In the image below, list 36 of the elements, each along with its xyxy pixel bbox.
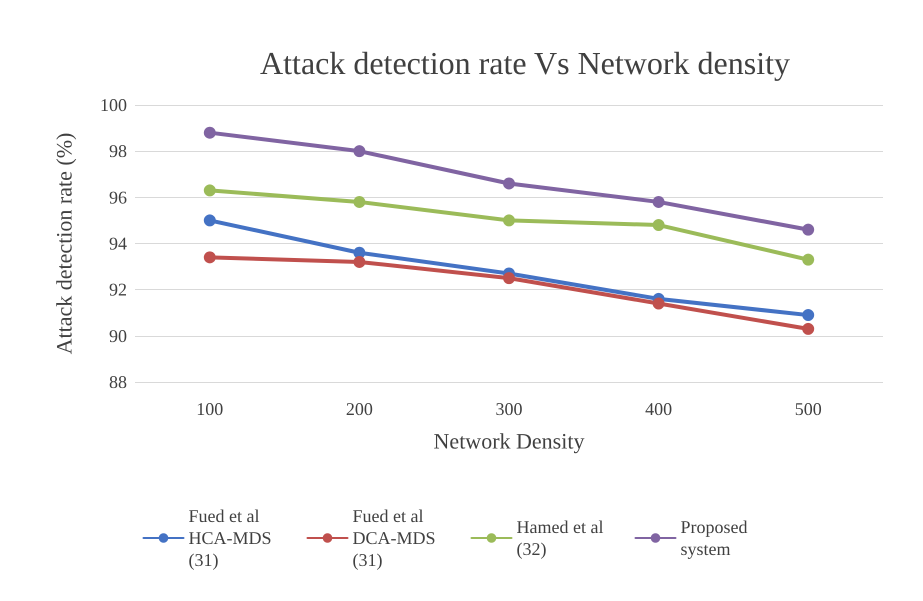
point [802,309,814,322]
y-tick-label: 100 [100,95,127,115]
point [652,219,665,232]
point [802,224,814,236]
point [503,214,515,226]
y-tick-label: 98 [109,141,127,162]
point [204,214,216,226]
legend-label: Proposed system [680,517,752,559]
point [204,251,216,264]
x-tick-label: 500 [794,399,822,419]
y-tick-label: 94 [109,234,127,254]
point [503,177,515,190]
point [652,196,665,208]
x-tick-label: 200 [346,399,373,419]
y-tick-label: 92 [109,280,127,300]
x-axis-title: Network Density [434,428,584,454]
point [652,298,665,310]
x-tick-label: 400 [645,399,672,419]
legend-label: Fued et al DCA-MDS (31) [352,506,440,570]
point [802,254,814,266]
y-axis-title: Attack detection rate (%) [52,132,76,354]
y-tick-label: 90 [109,326,127,346]
y-tick-label: 96 [109,187,127,208]
point [204,126,216,139]
x-tick-label: 100 [196,399,224,419]
x-tick-label: 300 [496,399,522,419]
chart-title: Attack detection rate Vs Network density [260,45,790,81]
point [353,145,366,158]
legend-label: Fued et al HCA-MDS (31) [188,506,276,570]
y-tick-label: 88 [109,372,127,392]
point [802,322,814,335]
point [204,184,216,196]
point [353,196,366,208]
legend-label: Hamed et al (32) [516,517,608,559]
point [353,256,366,268]
point [503,272,515,284]
